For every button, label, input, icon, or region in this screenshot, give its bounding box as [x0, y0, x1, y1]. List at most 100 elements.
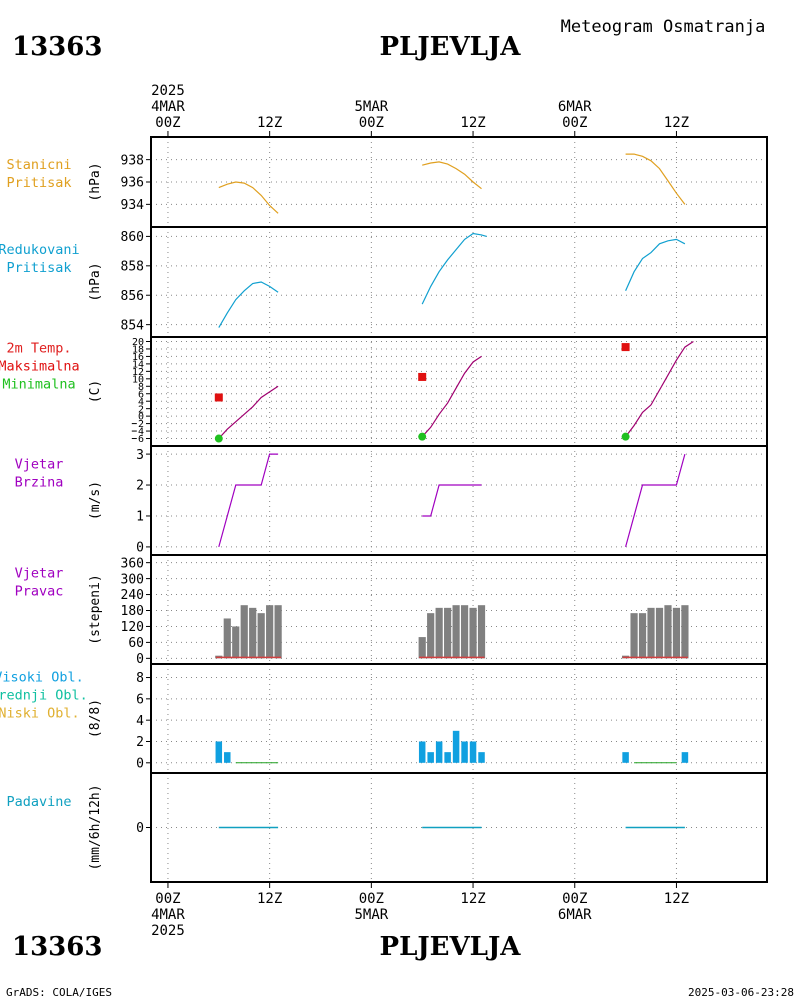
panel-label-line: Redukovani [0, 242, 80, 258]
wind_direction-bar [681, 605, 689, 659]
ytick-label: 4 [138, 427, 144, 438]
unit-label: (hPa) [88, 262, 103, 301]
temp-min-marker [418, 432, 427, 441]
panel-label-line: Srednji Obl. [0, 688, 88, 704]
panel-label-line: Minimalna [2, 377, 75, 393]
ytick-label: 8 [138, 382, 144, 393]
panel-label-line: Visoki Obl. [0, 670, 84, 686]
wind_direction-bar [232, 626, 240, 659]
panel-clouds: 0 2 4 6 8 (8/8) Visoki Obl. Srednji Obl. Niski O… [0, 663, 768, 774]
panel-label-line: Vjetar [15, 566, 64, 582]
panel-border [150, 772, 768, 883]
wind_direction-bar [460, 605, 469, 659]
wind_direction-bar [672, 607, 681, 659]
ytick-label: 120 [121, 620, 144, 635]
render-timestamp: 2025-03-06-23:28 [688, 986, 794, 999]
station_pressure-series-line [625, 153, 686, 205]
ytick-label: 360 [121, 556, 144, 571]
temp-max-marker [621, 343, 630, 352]
panel-border [150, 336, 768, 447]
ytick-label: 856 [121, 289, 144, 304]
wind_direction-bar [435, 607, 443, 659]
unit-label: (mm/6h/12h) [88, 784, 103, 870]
bottom-time-label: 12Z [664, 891, 689, 907]
ytick-label: 936 [121, 176, 144, 191]
unit-label: (hPa) [88, 162, 103, 201]
clouds-bar [427, 752, 434, 763]
bottom-time-label: 00Z [562, 891, 587, 907]
ytick-label: 0 [138, 412, 144, 423]
wind_direction-bar [274, 605, 282, 659]
ytick-label: 2 [136, 735, 144, 750]
clouds-bar [418, 741, 426, 763]
ytick-label: 938 [121, 153, 144, 168]
clouds-bar [681, 752, 689, 763]
panel-label-line: Niski Obl. [0, 706, 80, 722]
bottom-time-label: 00Z [155, 891, 180, 907]
unit-label: (m/s) [88, 481, 103, 520]
wind_direction-bar [444, 607, 452, 659]
wind_direction-bar [477, 605, 486, 659]
wind_speed-series-line [625, 453, 686, 548]
temp-max-marker [418, 372, 427, 381]
temp-min-marker [621, 432, 630, 441]
top-time-label: 12Z [460, 115, 485, 131]
panels-group: 934936938(hPa)StanicniPritisak8548568588… [0, 136, 768, 883]
ytick-label: 3 [136, 448, 144, 463]
panel-precipitation: 0 (mm/6h/12h) Padavine [6, 772, 768, 883]
ytick-label: 858 [121, 260, 144, 275]
unit-label: (stepeni) [88, 574, 103, 644]
ytick-label: 60 [128, 636, 144, 651]
clouds-bar [452, 730, 460, 763]
top-time-label: 12Z [664, 115, 689, 131]
temperature-series-line [625, 340, 694, 438]
ytick-label: 2 [138, 419, 144, 430]
panel-label-line: Maksimalna [0, 359, 80, 375]
clouds-bar [215, 741, 223, 763]
panel-label-line: 2m Temp. [6, 341, 71, 357]
panel-border [150, 136, 768, 228]
wind_speed-series-line [422, 484, 482, 517]
panel-label-line: Pritisak [6, 260, 71, 276]
ytick-label: 860 [121, 230, 144, 245]
wind_direction-bar [249, 607, 257, 659]
bottom-time-label: 2025 [151, 923, 185, 939]
wind_direction-bar [630, 613, 638, 659]
ytick-label: 6 [138, 389, 144, 400]
product-title: Meteogram Osmatranja [561, 17, 766, 37]
top-time-label: 2025 [151, 83, 185, 99]
ytick-label: 2 [138, 404, 144, 415]
ytick-label: 20 [132, 337, 144, 348]
wind_direction-bar [418, 637, 426, 659]
panel-wind_speed: 0 1 2 3 (m/s) Vjetar Brzina [15, 445, 768, 556]
ytick-label: 6 [138, 434, 144, 445]
top-time-label: 00Z [562, 115, 587, 131]
top-time-label: 12Z [257, 115, 282, 131]
wind_direction-bar [655, 607, 664, 659]
wind_direction-bar [638, 613, 647, 659]
top-time-label: 6MAR [558, 99, 592, 115]
panel-border [150, 445, 768, 556]
panel-label-line: Padavine [6, 794, 71, 810]
bottom-time-label: 5MAR [354, 907, 388, 923]
bottom-time-label: 12Z [257, 891, 282, 907]
clouds-bar [622, 752, 629, 763]
ytick-label: 18 [132, 345, 144, 356]
ytick-label: 4 [138, 397, 144, 408]
panel-station_pressure: 934 936 938 (hPa) Stanicni Pritisak [6, 136, 768, 228]
panel-label-line: Vjetar [15, 457, 64, 473]
bottom-time-label: 12Z [460, 891, 485, 907]
ytick-label: 300 [121, 572, 144, 587]
station-id-bottom: 13363 [12, 932, 102, 962]
ytick-label: 6 [136, 693, 144, 708]
bottom-time-label: 4MAR [151, 907, 185, 923]
top-time-label: 00Z [359, 115, 384, 131]
bottom-time-label: 6MAR [558, 907, 592, 923]
panel-border [150, 226, 768, 338]
unit-label: (C) [88, 380, 103, 403]
